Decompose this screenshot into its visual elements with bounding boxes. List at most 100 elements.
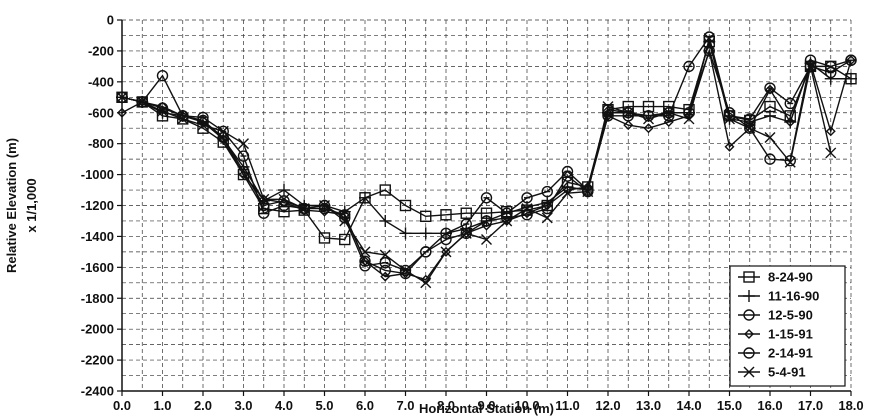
- legend-label: 1-15-91: [768, 327, 813, 342]
- data-point: [177, 113, 189, 125]
- data-point: [683, 60, 695, 73]
- legend-marker: [743, 366, 755, 378]
- data-point: [258, 193, 270, 205]
- data-point: [460, 218, 472, 230]
- data-point: [825, 60, 837, 73]
- data-point: [541, 185, 553, 198]
- data-point: [339, 215, 351, 227]
- data-point: [379, 264, 391, 277]
- y-tick-label: -2200: [81, 353, 114, 368]
- data-point: [845, 54, 857, 66]
- series-group: [116, 31, 857, 289]
- data-point: [501, 207, 513, 219]
- data-point: [724, 141, 735, 152]
- data-point: [258, 207, 270, 219]
- data-point: [744, 122, 756, 134]
- data-point: [298, 203, 310, 215]
- data-point: [562, 187, 573, 199]
- legend-marker: [743, 309, 755, 321]
- data-point: [197, 119, 209, 131]
- data-point: [480, 192, 493, 204]
- data-point: [603, 110, 613, 121]
- data-point: [785, 117, 796, 128]
- y-tick-label: -800: [88, 136, 114, 151]
- data-point: [278, 199, 290, 212]
- x-tick-label: 17.0: [798, 398, 823, 413]
- y-tick-label: 0: [107, 13, 114, 28]
- data-point: [339, 233, 351, 246]
- data-point: [521, 203, 533, 215]
- y-tick-label: -1800: [81, 291, 114, 306]
- y-tick-label: -1000: [81, 167, 114, 182]
- data-point: [683, 113, 695, 125]
- series-line: [121, 48, 852, 281]
- data-point: [379, 214, 392, 227]
- y-axis-title: Relative Elevation (m): [4, 138, 19, 273]
- data-point: [379, 249, 391, 261]
- legend-marker: [743, 271, 755, 283]
- data-point: [784, 97, 796, 110]
- legend-item: 2-14-91: [738, 346, 813, 361]
- data-point: [481, 234, 492, 246]
- legend-label: 2-14-91: [768, 346, 813, 361]
- data-point: [501, 215, 513, 227]
- data-point: [845, 72, 857, 85]
- x-tick-label: 12.0: [595, 398, 620, 413]
- data-point: [642, 110, 655, 122]
- data-point: [157, 105, 168, 117]
- data-point: [258, 199, 270, 212]
- y-tick-label: -2400: [81, 384, 114, 399]
- data-point: [359, 260, 371, 272]
- data-point: [481, 220, 492, 231]
- data-point: [724, 113, 735, 125]
- data-point: [419, 227, 432, 240]
- x-tick-label: 13.0: [636, 398, 661, 413]
- y-tick-label: -1200: [81, 198, 114, 213]
- data-point: [461, 228, 472, 239]
- x-tick-label: 18.0: [838, 398, 863, 413]
- x-tick-label: 16.0: [757, 398, 782, 413]
- y-tick-label: -2000: [81, 322, 114, 337]
- data-point: [399, 199, 412, 212]
- data-point: [359, 246, 371, 258]
- x-tick-label: 6.0: [356, 398, 374, 413]
- data-point: [137, 96, 148, 107]
- data-point: [582, 186, 594, 198]
- series-2-14-91: [116, 31, 857, 277]
- data-point: [380, 271, 391, 282]
- y-tick-label: -600: [88, 105, 114, 120]
- legend-label: 5-4-91: [768, 365, 806, 380]
- data-point: [622, 110, 634, 122]
- axes: 0 -200 -400 -600 -800 -1000 -1200 -1400 -1600 -18…: [81, 13, 864, 414]
- data-point: [238, 138, 249, 150]
- data-point: [602, 103, 614, 116]
- data-point: [764, 82, 776, 94]
- y-tick-label: -400: [88, 74, 114, 89]
- data-point: [420, 277, 432, 289]
- data-point: [460, 227, 472, 240]
- legend: 8-24-90 11-16-90 12-5-90 1-15-91 2-14-91 5-4-…: [729, 265, 846, 387]
- grid: [121, 19, 852, 392]
- data-point: [238, 169, 249, 180]
- data-point: [440, 246, 452, 258]
- data-point: [440, 227, 452, 240]
- y-axis-subtitle: x 1/1,000: [24, 178, 39, 232]
- data-point: [359, 191, 371, 204]
- data-point: [460, 207, 472, 219]
- data-point: [623, 120, 634, 131]
- data-point: [440, 233, 452, 246]
- data-point: [764, 131, 776, 143]
- series-5-4-91: [116, 33, 837, 289]
- data-point: [156, 69, 169, 82]
- y-tick-label: -1400: [81, 229, 114, 244]
- data-point: [622, 107, 634, 119]
- legend-item: 1-15-91: [738, 327, 813, 342]
- data-point: [805, 60, 816, 72]
- x-tick-label: 1.0: [153, 398, 171, 413]
- x-tick-label: 8.0: [437, 398, 455, 413]
- data-point: [218, 134, 229, 145]
- data-point: [197, 111, 209, 124]
- legend-label: 11-16-90: [768, 289, 819, 304]
